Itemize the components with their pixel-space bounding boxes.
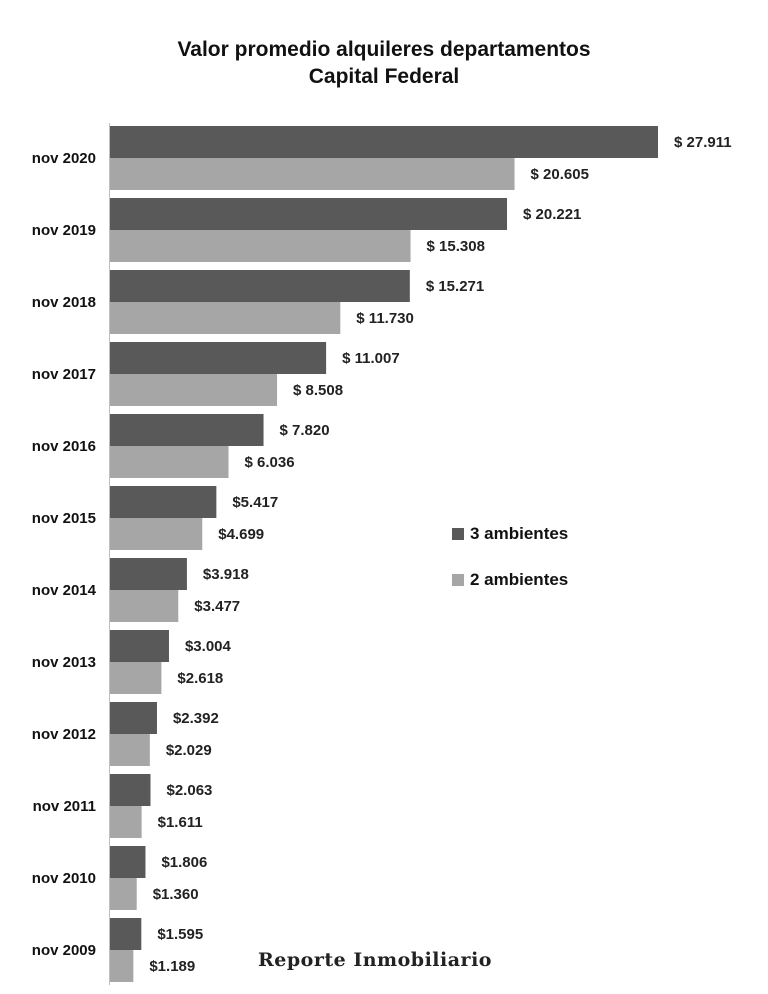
data-label: $1.611	[158, 814, 203, 831]
category-label: nov 2017	[32, 366, 96, 383]
legend-swatch-2-ambientes	[452, 574, 464, 586]
watermark-logo: Reporte Inmobiliario	[258, 949, 492, 971]
bar-3-ambientes	[110, 630, 169, 662]
category-label: nov 2011	[33, 798, 96, 815]
bar-group: nov 2020 $ 27.911 $ 20.605 nov 2019 $ 20.221…	[32, 126, 732, 982]
category-label: nov 2020	[32, 150, 96, 167]
data-label: $3.477	[194, 598, 240, 615]
legend-swatch-3-ambientes	[452, 528, 464, 540]
chart-title-line-1: Valor promedio alquileres departamentos	[177, 38, 591, 61]
bar-3-ambientes	[110, 558, 187, 590]
data-label: $ 11.007	[342, 350, 400, 367]
data-label: $5.417	[232, 494, 278, 511]
bar-2-ambientes	[110, 302, 341, 334]
bar-3-ambientes	[110, 198, 508, 230]
data-label: $ 6.036	[245, 454, 295, 471]
category-label: nov 2012	[32, 726, 96, 743]
legend-label-3-ambientes: 3 ambientes	[470, 524, 569, 543]
data-label: $2.618	[177, 670, 223, 687]
bar-2-ambientes	[110, 950, 134, 982]
bar-3-ambientes	[110, 126, 658, 158]
bar-2-ambientes	[110, 158, 515, 190]
category-label: nov 2014	[32, 582, 97, 599]
bar-3-ambientes	[110, 702, 157, 734]
bar-2-ambientes	[110, 518, 203, 550]
data-label: $2.392	[173, 710, 219, 727]
category-label: nov 2013	[32, 654, 96, 671]
bar-3-ambientes	[110, 774, 151, 806]
category-label: nov 2019	[32, 222, 96, 239]
data-label: $1.189	[149, 958, 195, 975]
data-label: $ 11.730	[356, 310, 414, 327]
legend-item-2-ambientes: 2 ambientes	[452, 568, 568, 592]
bar-3-ambientes	[110, 846, 146, 878]
data-label: $ 20.605	[531, 166, 589, 183]
bar-3-ambientes	[110, 270, 410, 302]
chart-title-line-2: Capital Federal	[308, 65, 460, 88]
data-label: $2.063	[167, 782, 213, 799]
bar-2-ambientes	[110, 878, 137, 910]
data-label: $ 20.221	[523, 206, 581, 223]
data-label: $ 15.271	[426, 278, 484, 295]
data-label: $ 27.911	[674, 134, 732, 151]
bar-2-ambientes	[110, 806, 142, 838]
category-label: nov 2015	[32, 510, 96, 527]
legend-label-2-ambientes: 2 ambientes	[470, 570, 569, 589]
data-label: $1.595	[157, 926, 203, 943]
data-label: $ 7.820	[280, 422, 330, 439]
bar-2-ambientes	[110, 590, 179, 622]
data-label: $1.806	[161, 854, 207, 871]
bar-3-ambientes	[110, 486, 217, 518]
data-label: $1.360	[153, 886, 199, 903]
data-label: $2.029	[166, 742, 212, 759]
category-label: nov 2018	[32, 294, 96, 311]
bar-2-ambientes	[110, 230, 411, 262]
bar-2-ambientes	[110, 662, 162, 694]
category-label: nov 2009	[32, 942, 96, 959]
legend-item-3-ambientes: 3 ambientes	[452, 522, 568, 546]
bar-2-ambientes	[110, 446, 229, 478]
category-label: nov 2016	[32, 438, 96, 455]
chart-title: Valor promedio alquileres departamentos …	[0, 36, 768, 90]
bar-3-ambientes	[110, 918, 142, 950]
bar-3-ambientes	[110, 414, 264, 446]
data-label: $3.004	[185, 638, 232, 655]
category-label: nov 2010	[32, 870, 96, 887]
data-label: $ 8.508	[293, 382, 343, 399]
data-label: $ 15.308	[427, 238, 485, 255]
bar-2-ambientes	[110, 734, 150, 766]
bar-3-ambientes	[110, 342, 327, 374]
data-label: $3.918	[203, 566, 249, 583]
legend: 3 ambientes 2 ambientes	[452, 522, 568, 614]
bar-2-ambientes	[110, 374, 278, 406]
data-label: $4.699	[218, 526, 264, 543]
